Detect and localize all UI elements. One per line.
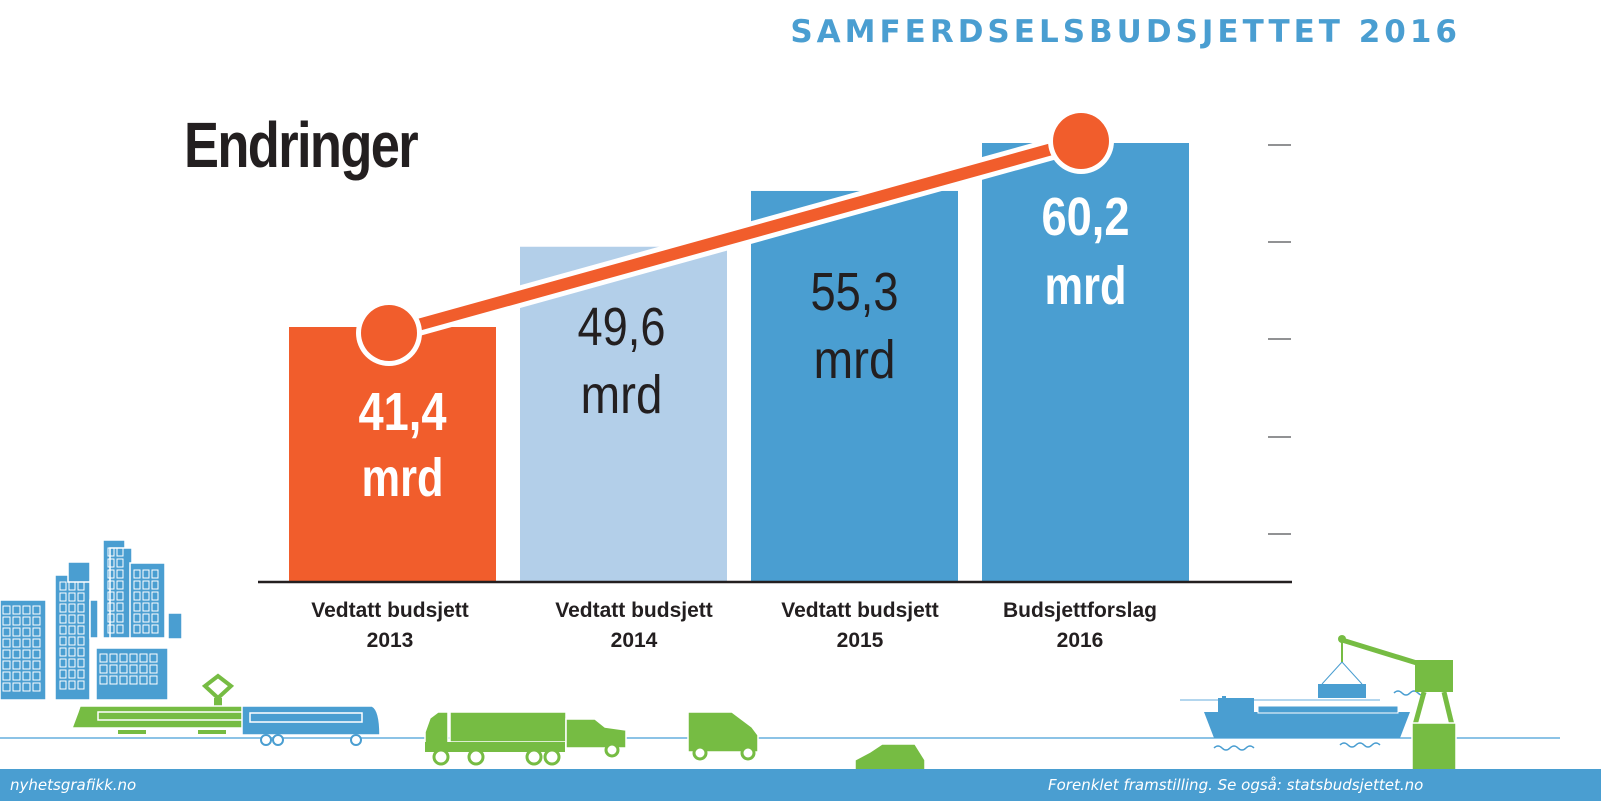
value-label-3: 60,2: [1042, 187, 1130, 247]
footer-bar: [0, 769, 1601, 801]
trend-dot-0: [361, 305, 417, 361]
category-label-1-1: 2014: [611, 629, 658, 652]
unit-label-1: mrd: [581, 365, 663, 425]
trend-dot-1: [1053, 113, 1109, 169]
bar-2: [751, 190, 958, 581]
truck-icon: [424, 711, 567, 766]
category-label-0-0: Vedtatt budsjett: [311, 599, 469, 622]
unit-label-0: mrd: [362, 448, 444, 508]
unit-label-3: mrd: [1045, 256, 1127, 316]
unit-label-2: mrd: [814, 330, 896, 390]
cargo-ship-icon: [1204, 661, 1427, 751]
footer-credit-link[interactable]: nyhetsgrafikk.no: [10, 776, 137, 794]
category-label-2-1: 2015: [837, 629, 884, 652]
category-label-0-1: 2013: [367, 629, 414, 652]
value-label-1: 49,6: [578, 297, 666, 357]
van-icon: [687, 711, 759, 761]
trend-line-group: [356, 108, 1114, 366]
bars-group: [289, 143, 1189, 581]
category-label-3-1: 2016: [1057, 629, 1104, 652]
pickup-icon: [565, 718, 627, 758]
bus-icon: [241, 705, 381, 746]
bar-0: [289, 327, 496, 581]
category-label-1-0: Vedtatt budsjett: [555, 599, 713, 622]
trend-line: [387, 135, 1083, 339]
bar-3: [982, 143, 1189, 581]
value-label-2: 55,3: [811, 262, 899, 322]
value-label-0: 41,4: [359, 382, 447, 442]
city-buildings-icon: [0, 539, 183, 701]
footer-note: Forenklet framstilling. Se også: statsbu…: [1048, 776, 1424, 794]
category-label-2-0: Vedtatt budsjett: [781, 599, 939, 622]
y-ticks-group: [1268, 144, 1291, 535]
category-label-3-0: Budsjettforslag: [1003, 599, 1157, 622]
illustrations: [0, 539, 1560, 784]
category-labels-group: Vedtatt budsjett 2013 Vedtatt budsjett 2014…: [311, 599, 1157, 652]
bar-1: [520, 246, 727, 581]
header-title: SAMFERDSELSBUDSJETTET 2016: [790, 14, 1461, 50]
chart-title: Endringer: [184, 109, 419, 181]
